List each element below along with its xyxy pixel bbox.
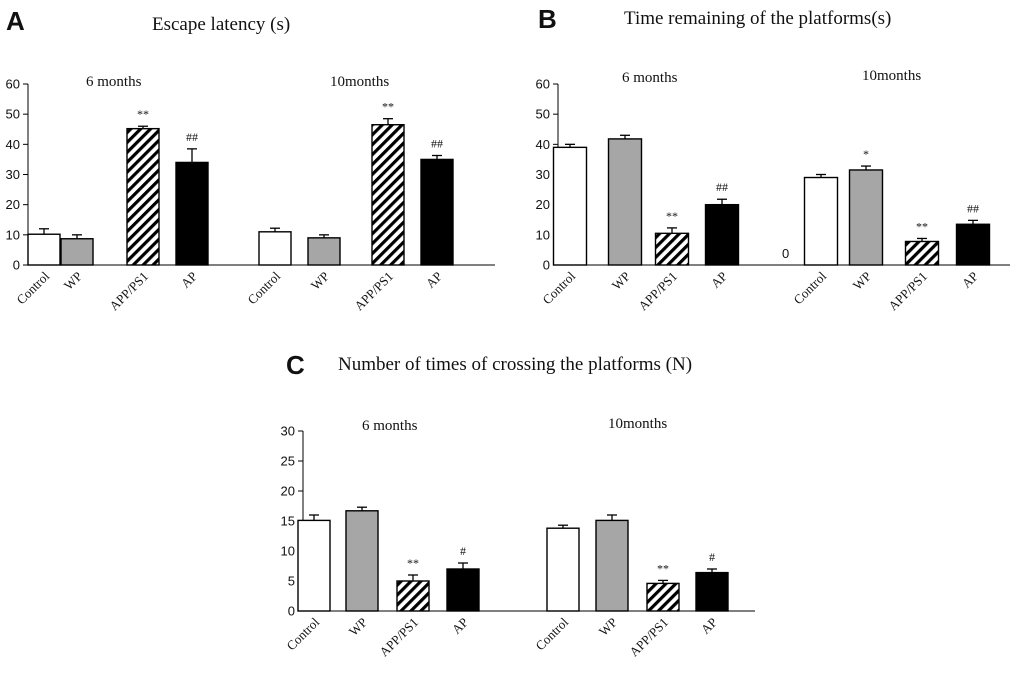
panel-b-title: Time remaining of the platforms(s) (624, 8, 891, 29)
panel-a-category-label: AP (423, 269, 445, 291)
panel-a-bar-wp-group-2 (307, 237, 341, 266)
panel-a-category-label: WP (61, 269, 85, 293)
panel-c-category-label: WP (596, 615, 620, 639)
panel-b-significance-marker: * (863, 147, 869, 161)
panel-c-bar-ap-group-2 (695, 571, 729, 612)
panel-a-y-tick-label: 10 (6, 227, 20, 242)
panel-b-bar-ap-group-2 (955, 223, 991, 266)
panel-c-y-tick-label: 20 (281, 484, 295, 499)
panel-b-category-label: WP (850, 269, 874, 293)
panel-c-y-tick-label: 10 (281, 544, 295, 559)
panel-b-bar-wp-group-2 (848, 169, 884, 266)
panel-a-y-tick-label: 0 (13, 258, 20, 273)
panel-b-bar-control-group-2 (803, 176, 839, 266)
panel-c-chart: Number of times of crossing the platform… (281, 354, 755, 659)
panel-c-category-label: APP/PS1 (626, 615, 671, 660)
panel-a-bar-control-group-2 (258, 231, 292, 266)
panel-c-bar-control-group-2 (546, 527, 580, 612)
panel-a-y-tick-label: 20 (6, 197, 20, 212)
panel-c-significance-marker: # (460, 544, 466, 558)
panel-a-group-10months: 10months (330, 74, 389, 90)
panel-a-category-label: APP/PS1 (351, 269, 396, 314)
panel-b-category-label: AP (708, 269, 730, 291)
panel-a-y-tick-label: 60 (6, 77, 20, 92)
panel-c-y-tick-label: 5 (288, 574, 295, 589)
panel-a-significance-marker: ** (382, 100, 394, 114)
panel-c-category-label: Control (532, 614, 571, 653)
panel-c-significance-marker: ** (407, 556, 419, 570)
panel-a-bar-app-ps1-group-2 (371, 124, 405, 266)
panel-b-bar-app-ps1-group-2 (904, 240, 940, 266)
panel-b-group-10months: 10months (862, 68, 921, 84)
panel-a-category-label: Control (244, 268, 283, 307)
panel-b-category-label: Control (790, 268, 829, 307)
panel-b-y-tick-label: 10 (536, 227, 550, 242)
panel-b-significance-marker: ## (967, 201, 979, 215)
panel-c-title: Number of times of crossing the platform… (338, 354, 692, 375)
panel-b-bar-ap-group-1 (704, 203, 740, 266)
panel-b-category-label: APP/PS1 (885, 269, 930, 314)
panel-b-bar-app-ps1-group-1 (654, 232, 690, 266)
panel-letter-c: C (286, 350, 305, 380)
panel-a-bar-ap-group-2 (420, 158, 454, 266)
panel-a-chart: Escape latency (s) 6 months 10months 0 10… (6, 14, 495, 313)
panel-a-bar-control-group-1 (27, 233, 61, 266)
panel-b-category-label: WP (609, 269, 633, 293)
panel-b-category-label: AP (959, 269, 981, 291)
panel-a-bar-app-ps1-group-1 (126, 127, 160, 266)
panel-c-bar-control-group-1 (297, 519, 331, 612)
panel-a-y-tick-label: 40 (6, 137, 20, 152)
panel-c-category-label: APP/PS1 (376, 615, 421, 660)
panel-a-bar-ap-group-1 (175, 161, 209, 266)
panel-c-bar-ap-group-1 (446, 568, 480, 612)
panel-b-significance-marker: ** (916, 219, 928, 233)
panel-a-significance-marker: ## (431, 136, 443, 150)
panel-c-bar-wp-group-1 (345, 510, 379, 612)
panel-b-group-6-months: 6 months (622, 70, 678, 86)
panel-c-group-10months: 10months (608, 416, 667, 432)
panel-b-significance-marker: ** (666, 209, 678, 223)
panel-c-category-label: WP (346, 615, 370, 639)
panel-b-y-tick-label: 40 (536, 137, 550, 152)
panel-b-zero-annotation: 0 (782, 246, 789, 261)
panel-a-category-label: WP (308, 269, 332, 293)
panel-a-category-label: APP/PS1 (106, 269, 151, 314)
panel-b-category-label: Control (539, 268, 578, 307)
panel-c-bar-app-ps1-group-2 (646, 582, 680, 612)
panel-b-significance-marker: ## (716, 180, 728, 194)
panel-b-bar-control-group-1 (552, 146, 588, 266)
panel-a-category-label: Control (13, 268, 52, 307)
panel-a-category-label: AP (178, 269, 200, 291)
panel-c-bar-app-ps1-group-1 (396, 580, 430, 612)
panel-a-significance-marker: ** (137, 107, 149, 121)
panel-b-y-tick-label: 60 (536, 77, 550, 92)
panel-a-bar-wp-group-1 (60, 238, 94, 266)
panel-b-y-tick-label: 0 (543, 258, 550, 273)
panel-c-category-label: Control (283, 614, 322, 653)
panel-c-y-tick-label: 15 (281, 514, 295, 529)
panel-a-title: Escape latency (s) (152, 14, 290, 35)
panel-c-group-6-months: 6 months (362, 418, 418, 434)
panel-a-y-tick-label: 50 (6, 107, 20, 122)
panel-c-bar-wp-group-2 (595, 519, 629, 612)
panel-c-category-label: AP (449, 615, 471, 637)
panel-a-y-tick-label: 30 (6, 167, 20, 182)
panel-b-y-tick-label: 50 (536, 107, 550, 122)
panel-a-group-6-months: 6 months (86, 74, 142, 90)
panel-c-y-tick-label: 30 (281, 424, 295, 439)
panel-b-category-label: APP/PS1 (635, 269, 680, 314)
panel-c-y-tick-label: 0 (288, 604, 295, 619)
panel-c-significance-marker: # (709, 550, 715, 564)
panel-letter-b: B (538, 4, 557, 34)
panel-c-y-tick-label: 25 (281, 454, 295, 469)
panel-b-bar-wp-group-1 (607, 138, 643, 266)
panel-c-category-label: AP (698, 615, 720, 637)
panel-b-chart: Time remaining of the platforms(s) 6 mon… (536, 8, 1010, 313)
panel-letter-a: A (6, 6, 25, 36)
panel-b-y-tick-label: 20 (536, 197, 550, 212)
panel-b-y-tick-label: 30 (536, 167, 550, 182)
panel-c-significance-marker: ** (657, 561, 669, 575)
panel-a-significance-marker: ## (186, 130, 198, 144)
